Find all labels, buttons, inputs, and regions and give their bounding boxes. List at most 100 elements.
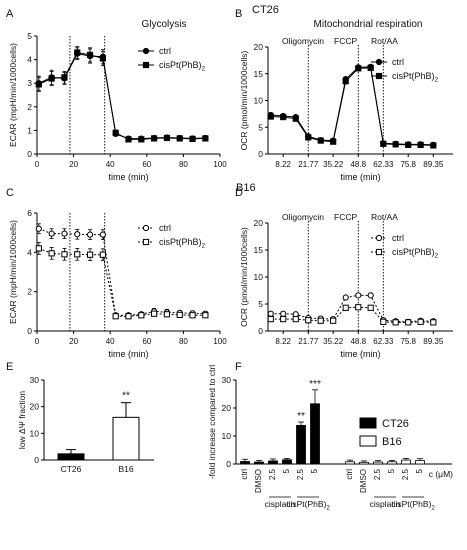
y-tick-label: 2 [27,287,32,297]
y-tick-label: 0 [258,326,263,336]
data-point [189,312,196,319]
unit-label: c (μM) [429,469,453,479]
data-point [280,316,287,323]
data-point [74,49,81,56]
y-tick-label: 10 [222,431,232,441]
data-point [417,141,424,149]
data-point [35,225,42,232]
x-axis-label: time (min) [109,349,149,359]
data-point [380,140,387,147]
x-tick-label: 20 [69,337,78,346]
data-point [202,135,209,142]
data-point [35,245,42,252]
data-point [355,65,362,72]
data-point [163,134,171,142]
data-point [138,136,145,143]
x-tick-label: 75.8 [400,160,416,169]
data-point [176,311,183,318]
data-point [74,251,81,258]
bar [310,403,320,465]
x-tick-label: 5 [415,468,424,473]
x-tick-label: 40 [106,337,115,346]
data-point [267,316,274,323]
legend-marker [142,61,150,69]
injection-label: Rot/AA [371,212,398,222]
data-point [405,141,412,149]
data-point [392,319,399,326]
data-point [86,251,94,258]
x-tick-label: 48.8 [350,337,366,346]
legend-marker [142,47,150,55]
y-tick-label: 5 [258,122,263,132]
x-tick-label: 2.5 [373,468,382,480]
data-point [342,304,349,311]
x-tick-label: 100 [213,160,227,169]
section-label-ct26: CT26 [252,4,279,16]
y-axis-label: OCR (pmol/min/1000cells) [239,50,249,150]
injection-label: FCCP [334,36,357,46]
data-point [61,74,68,81]
significance-marker: ** [297,411,305,422]
data-point [367,64,374,71]
legend-label: ctrl [159,223,171,233]
y-tick-label: 5 [258,299,263,309]
x-tick-label: 89.35 [423,160,444,169]
group-label: cisplatin [265,499,296,509]
chart-title: Mitochondrial respiration [314,19,423,30]
significance-marker: *** [309,379,321,390]
data-point [48,250,55,257]
y-tick-label: 4 [27,247,32,257]
x-tick-label: DMSO [254,469,263,493]
x-tick-label: 5 [387,468,396,473]
group-label: cisplatin [370,499,401,509]
y-tick-label: 0 [27,326,32,336]
legend-label: B16 [382,436,402,448]
data-point [112,129,119,136]
data-point [392,141,399,148]
x-tick-label: 75.8 [400,337,416,346]
legend-label: cisPt(PhB)2 [159,60,206,73]
data-point [61,251,68,258]
injection-label: Oligomycin [282,212,324,222]
x-tick-label: 5 [310,468,319,473]
x-tick-label: 40 [106,160,115,169]
data-point [99,55,106,62]
legend-marker [142,238,150,246]
y-tick-label: 20 [30,402,40,412]
x-tick-label: 35.22 [323,160,344,169]
data-point [112,313,119,320]
y-tick-label: 6 [27,208,32,218]
panel-letter-b: B [235,8,242,20]
legend-marker [142,224,150,232]
panel-letter-c: C [6,187,14,199]
data-point [35,81,42,88]
x-tick-label: 8.22 [275,337,291,346]
x-tick-label: DMSO [359,469,368,493]
y-axis-label: ECAR (mpH/min/1000cells) [8,220,18,324]
y-axis-label: -fold increase compared to ctrl [207,365,217,479]
y-tick-label: 1 [27,125,32,135]
bar [373,461,383,465]
x-tick-label: 60 [142,337,151,346]
injection-label: FCCP [334,212,357,222]
y-tick-label: 2 [27,102,32,112]
data-point [151,310,158,317]
x-tick-label: 60 [142,160,151,169]
panel-letter-e: E [6,361,13,373]
section-label-b16: B16 [236,182,256,194]
bar [401,459,411,465]
y-axis-label: OCR (pmol/min/1000cells) [239,227,249,327]
legend-marker [375,234,383,242]
data-point [48,75,55,82]
x-tick-label: 2.5 [268,468,277,480]
data-point [202,312,209,319]
panel-letter-d: D [235,187,243,199]
x-tick-label: 21.77 [298,337,319,346]
data-point [342,294,349,301]
x-tick-label: ctrl [345,469,354,480]
y-tick-label: 10 [254,272,264,282]
data-point [48,230,55,237]
x-tick-label: B16 [118,464,133,474]
